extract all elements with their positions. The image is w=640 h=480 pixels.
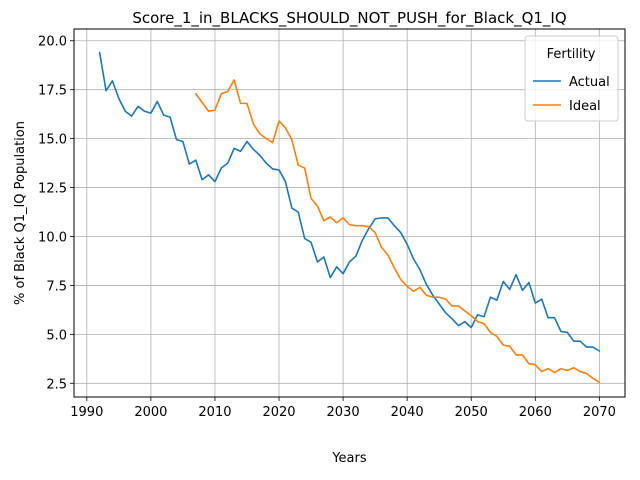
y-tick-label: 12.5 [38, 182, 67, 197]
x-tick-label: 2050 [455, 405, 488, 420]
x-tick-label: 2040 [391, 405, 424, 420]
y-tick-label: 15.0 [38, 133, 67, 148]
chart-title: Score_1_in_BLACKS_SHOULD_NOT_PUSH_for_Bl… [132, 9, 566, 28]
y-tick-label: 5.0 [46, 328, 67, 343]
x-axis-label: Years [331, 451, 367, 466]
x-tick-label: 2030 [327, 405, 360, 420]
x-tick-label: 2000 [134, 405, 167, 420]
series-line-actual [98, 51, 601, 352]
series-line-ideal [194, 79, 601, 384]
legend-label-actual: Actual [569, 75, 610, 90]
x-tick-label: 2020 [262, 405, 295, 420]
y-axis: 2.5 5.0 7.5 10.0 12.5 15.0 17.5 20.0 [38, 35, 74, 392]
y-axis-label: % of Black Q1_IQ Population [13, 121, 28, 305]
series-lines [98, 51, 601, 384]
legend: Fertility Actual Ideal [524, 35, 619, 122]
y-tick-label: 2.5 [46, 377, 67, 392]
x-tick-label: 2060 [519, 405, 552, 420]
x-tick-label: 2010 [198, 405, 231, 420]
x-tick-label: 1990 [70, 405, 103, 420]
x-tick-label: 2070 [583, 405, 616, 420]
y-tick-label: 10.0 [38, 230, 67, 245]
legend-box [524, 35, 619, 122]
y-tick-label: 20.0 [38, 35, 67, 50]
legend-title: Fertility [547, 47, 596, 62]
y-tick-label: 7.5 [46, 279, 67, 294]
plot-frame [73, 28, 626, 398]
y-tick-label: 17.5 [38, 84, 67, 99]
x-axis: 1990 2000 2010 2020 2030 2040 2050 2060 2070 [70, 397, 616, 420]
legend-label-ideal: Ideal [569, 99, 601, 114]
